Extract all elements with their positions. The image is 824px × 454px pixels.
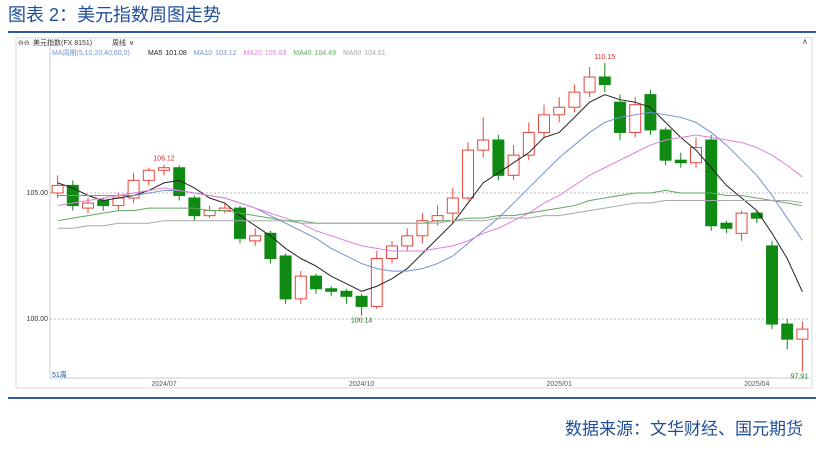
candle-body [340, 290, 353, 297]
candle-body [766, 245, 778, 325]
candle-body [462, 149, 474, 199]
candle-body [796, 328, 809, 340]
candle-body [568, 91, 581, 108]
legend-name: MA10 [194, 50, 212, 57]
legend-title: MA周期(5,10,20,40,60,0) [52, 49, 130, 57]
source-note: 数据来源：文华财经、国元期货 [565, 419, 803, 438]
collapse-icon[interactable]: ∧ [802, 37, 808, 46]
ma-line [57, 134, 803, 252]
candle-body [553, 106, 566, 116]
candle-body [279, 255, 292, 300]
price-annotation: 110.15 [594, 54, 615, 61]
candle-body [401, 235, 414, 247]
candle-body [82, 202, 94, 209]
candle-body [294, 275, 307, 300]
y-tick-label: 100.00 [27, 316, 49, 323]
candle-body [264, 232, 277, 260]
candle-body [431, 215, 444, 222]
candle-body [629, 104, 642, 133]
legend-value: 105.63 [265, 50, 287, 57]
period-dropdown[interactable]: ∨ [129, 40, 134, 47]
candle-body [127, 179, 140, 199]
ma-line [57, 200, 803, 229]
candle-body [446, 197, 459, 214]
candle-body [674, 159, 687, 164]
legend-value: 104.49 [315, 50, 337, 57]
x-tick-label: 2024/07 [151, 381, 176, 388]
candle-body [781, 323, 794, 340]
candle-body [310, 275, 322, 290]
toolbar-icon: ⊖⊖ [18, 40, 30, 47]
ma-line [57, 189, 803, 224]
candle-body [249, 235, 262, 242]
candle-body [51, 184, 64, 194]
candle-body [659, 129, 672, 161]
page-title: 图表 2：美元指数周图走势 [8, 5, 221, 25]
candle-body [355, 295, 368, 307]
legend-name: MA20 [244, 50, 262, 57]
candle-body [97, 200, 110, 207]
candle-body [735, 212, 748, 234]
candle-body [370, 258, 383, 307]
candle-body [538, 114, 550, 133]
candle-body [142, 169, 155, 181]
price-annotation: 100.14 [351, 317, 373, 324]
period-label[interactable]: 周线 [112, 38, 126, 47]
bar-count: 51周 [52, 371, 67, 379]
price-annotation: 106.12 [153, 156, 175, 163]
candle-body [203, 210, 216, 217]
candle-body [325, 288, 338, 292]
candle-body [705, 139, 718, 227]
x-tick-label: 2024/10 [349, 381, 374, 388]
y-tick-label: 105.00 [27, 190, 49, 197]
price-annotation: 97.91 [790, 374, 808, 381]
candle-body [598, 76, 611, 86]
candle-body [386, 245, 398, 260]
candle-body [750, 212, 763, 219]
chart-frame [15, 37, 813, 389]
candle-body [522, 131, 535, 156]
candle-body [583, 76, 596, 93]
legend-value: 104.61 [364, 50, 386, 57]
candle-body [188, 197, 201, 217]
candle-body [158, 167, 170, 171]
legend-value: 103.12 [215, 50, 237, 57]
chart-title: 美元指数(FX 8151) [33, 38, 92, 47]
candle-body [477, 139, 490, 151]
x-tick-label: 2025/01 [547, 381, 572, 388]
legend-name: MA5 [148, 50, 163, 57]
legend-name: MA60 [343, 50, 361, 57]
candle-body [507, 154, 520, 176]
candle-body [416, 220, 429, 237]
x-tick-label: 2025/04 [744, 381, 769, 388]
ma-line [57, 94, 803, 292]
candle-body [492, 139, 505, 176]
candle-body [690, 147, 702, 164]
candle-body [234, 207, 246, 239]
legend-value: 101.08 [165, 50, 187, 57]
legend-name: MA40 [293, 50, 311, 57]
candle-body [720, 222, 733, 229]
